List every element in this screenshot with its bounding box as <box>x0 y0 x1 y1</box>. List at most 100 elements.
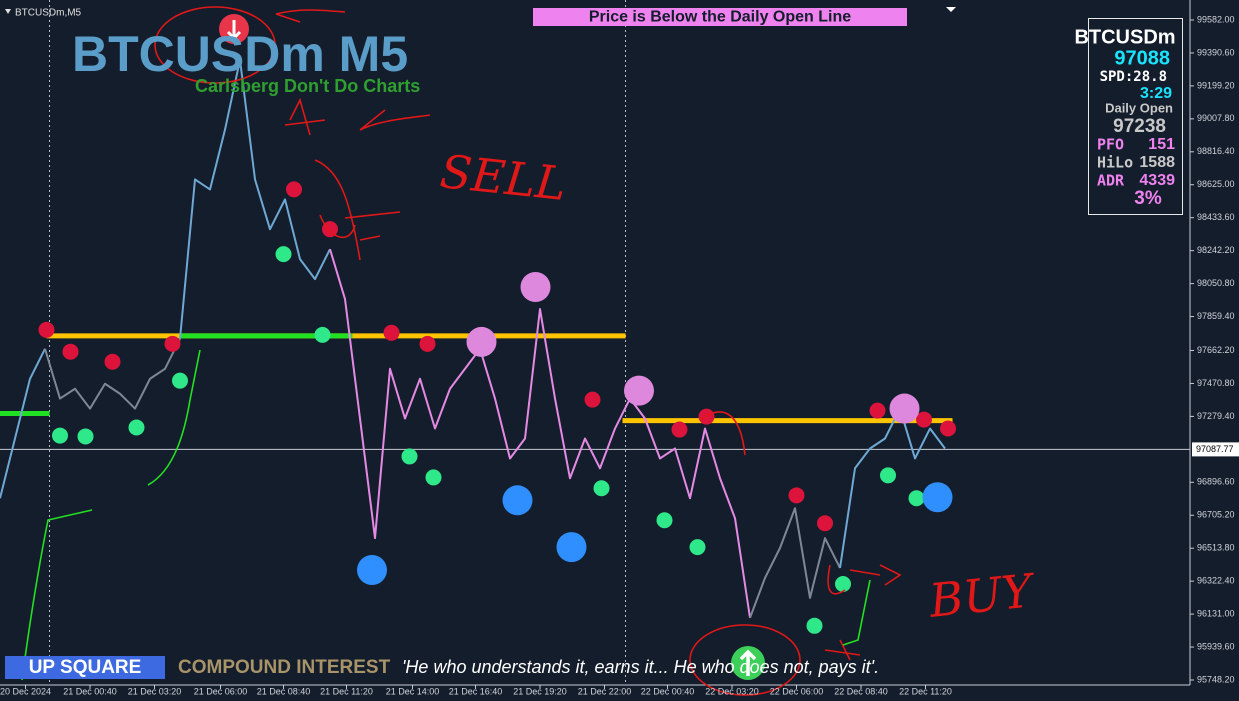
x-tick-label: 21 Dec 19:20 <box>513 686 567 696</box>
signal-dot <box>835 575 851 592</box>
footer-badge: UP SQUARE <box>29 657 142 678</box>
panel-symbol: BTCUSDm <box>1074 26 1175 48</box>
hand-arrow <box>284 97 431 136</box>
buy-icon <box>731 646 765 680</box>
signal-dot <box>425 469 442 486</box>
x-tick-label: 21 Dec 08:40 <box>257 686 311 696</box>
y-tick-label: 97470.80 <box>1197 378 1235 388</box>
shift-marker <box>946 7 956 12</box>
banner-text: Price is Below the Daily Open Line <box>589 9 851 26</box>
y-tick-label: 99199.20 <box>1197 80 1235 90</box>
signal-dot <box>52 427 68 444</box>
panel-percent: 3% <box>1134 188 1162 209</box>
signal-dot <box>38 321 55 338</box>
signal-dot <box>806 617 823 634</box>
hand-circle <box>154 6 276 84</box>
hand-arrow <box>275 9 346 23</box>
signal-dot <box>689 539 706 556</box>
current-price-label: 97087.77 <box>1196 444 1234 454</box>
signal-dot <box>275 246 292 263</box>
hand-circle <box>689 624 801 696</box>
y-tick-label: 96896.60 <box>1197 477 1235 487</box>
info-panel <box>1088 18 1183 215</box>
x-tick-label: 21 Dec 06:00 <box>194 686 248 696</box>
y-tick-label: 95748.20 <box>1197 674 1235 684</box>
banner-box <box>533 8 907 26</box>
y-tick-label: 97859.40 <box>1197 311 1235 321</box>
y-tick-label: 98050.80 <box>1197 278 1235 288</box>
signal-dot <box>172 372 188 389</box>
icon-arrow <box>226 20 242 41</box>
signal-dot <box>286 181 302 198</box>
current-price-box <box>1192 442 1239 457</box>
y-tick-label: 96322.40 <box>1197 576 1235 586</box>
signal-dot <box>466 326 497 357</box>
x-tick-label: 21 Dec 14:00 <box>386 686 440 696</box>
menu-triangle <box>5 9 11 14</box>
y-tick-label: 98625.00 <box>1197 179 1235 189</box>
signal-dot <box>128 419 145 436</box>
y-tick-label: 96131.00 <box>1197 608 1235 618</box>
panel-row-label: PFO <box>1097 136 1124 154</box>
badge-box <box>5 656 165 679</box>
x-tick-label: 22 Dec 08:40 <box>834 686 888 696</box>
hand-line <box>842 579 871 646</box>
signal-dot <box>788 487 805 504</box>
signal-dot <box>164 335 181 352</box>
signal-dot <box>77 428 94 445</box>
x-tick-label: 21 Dec 00:40 <box>63 686 117 696</box>
hand-annotation: SELL <box>438 144 569 211</box>
sell-icon <box>219 14 249 44</box>
price-line <box>329 248 751 619</box>
signal-dot <box>314 326 331 343</box>
y-tick-label: 97662.20 <box>1197 345 1235 355</box>
y-tick-label: 99390.60 <box>1197 47 1235 57</box>
price-line <box>749 507 841 619</box>
signal-dot <box>656 512 673 529</box>
x-tick-label: 21 Dec 03:20 <box>128 686 182 696</box>
hand-line <box>147 349 201 486</box>
hand-annotation: BUY <box>926 563 1040 628</box>
signal-dot <box>357 555 387 586</box>
panel-row-label: HiLo <box>1097 154 1133 172</box>
hand-arrow <box>314 159 401 261</box>
y-tick-label: 95939.60 <box>1197 641 1235 651</box>
y-tick-label: 98242.20 <box>1197 245 1235 255</box>
price-line <box>179 58 331 339</box>
signal-dot <box>401 448 418 465</box>
x-tick-label: 21 Dec 22:00 <box>578 686 632 696</box>
signal-dot <box>869 402 886 419</box>
footer-heading: COMPOUND INTEREST <box>178 657 391 678</box>
panel-row-value: 1588 <box>1139 154 1175 171</box>
signal-dot <box>383 324 400 341</box>
signal-dot <box>908 490 925 507</box>
signal-dot <box>624 375 654 406</box>
signal-dot <box>889 393 920 424</box>
x-tick-label: 22 Dec 06:00 <box>770 686 824 696</box>
panel-row-value: 4339 <box>1139 172 1175 189</box>
chart-title: BTCUSDm M5 <box>72 26 408 82</box>
panel-spread: SPD:28.8 <box>1100 69 1167 85</box>
y-tick-label: 97279.40 <box>1197 411 1235 421</box>
signal-dot <box>940 420 956 437</box>
signal-dot <box>556 532 587 563</box>
signal-dot <box>916 411 932 428</box>
signal-dot <box>520 272 551 303</box>
y-tick-label: 98816.40 <box>1197 146 1235 156</box>
signal-dot <box>880 467 896 484</box>
x-tick-label: 22 Dec 11:20 <box>899 686 952 696</box>
x-tick-label: 20 Dec 2024 <box>0 686 51 696</box>
hand-mark <box>699 411 746 456</box>
x-tick-label: 21 Dec 16:40 <box>449 686 503 696</box>
panel-daily-open-label: Daily Open <box>1105 100 1173 115</box>
icon-arrow <box>739 649 757 676</box>
signal-dot <box>817 515 833 532</box>
signal-dot <box>671 421 688 438</box>
signal-dot <box>593 480 610 497</box>
signal-dot <box>104 353 121 370</box>
signal-dot <box>419 335 436 352</box>
y-tick-label: 99007.80 <box>1197 113 1235 123</box>
price-line <box>0 348 46 499</box>
